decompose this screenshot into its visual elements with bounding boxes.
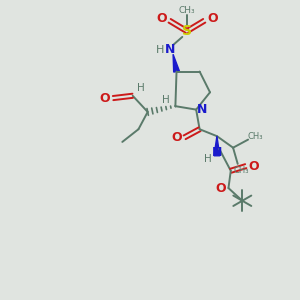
Text: O: O xyxy=(171,131,182,144)
Text: CH₃: CH₃ xyxy=(247,132,263,141)
Text: O: O xyxy=(207,12,217,25)
Text: N: N xyxy=(164,43,175,56)
Text: O: O xyxy=(156,12,167,25)
Text: CH₃: CH₃ xyxy=(178,6,195,15)
Text: N: N xyxy=(212,146,222,159)
Text: H: H xyxy=(137,83,145,93)
Text: H: H xyxy=(156,45,165,55)
Text: H: H xyxy=(162,95,170,105)
Polygon shape xyxy=(173,54,179,72)
Text: O: O xyxy=(248,160,259,173)
Polygon shape xyxy=(214,136,220,156)
Text: H: H xyxy=(204,154,212,164)
Text: O: O xyxy=(100,92,110,105)
Text: S: S xyxy=(182,24,192,38)
Text: O: O xyxy=(215,182,226,195)
Text: CH₃: CH₃ xyxy=(233,166,249,175)
Text: N: N xyxy=(197,103,207,116)
